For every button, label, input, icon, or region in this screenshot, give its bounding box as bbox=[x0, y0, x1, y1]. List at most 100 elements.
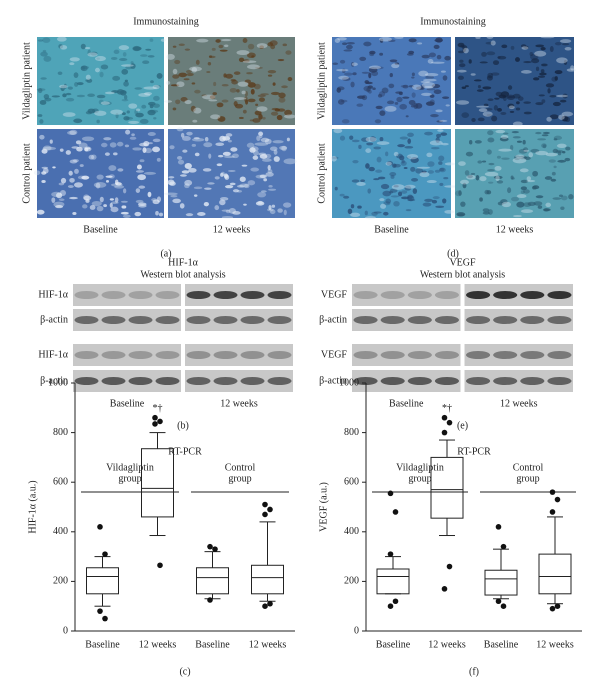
cell bbox=[471, 117, 476, 122]
cell bbox=[202, 168, 212, 172]
cell bbox=[368, 72, 372, 79]
cell bbox=[273, 156, 280, 162]
cell bbox=[408, 100, 416, 106]
cell bbox=[432, 196, 440, 200]
cell bbox=[254, 66, 263, 69]
cell bbox=[535, 195, 544, 199]
cell bbox=[39, 119, 44, 124]
y-tick-label: 0 bbox=[63, 625, 68, 636]
cell bbox=[502, 95, 507, 102]
cell bbox=[360, 179, 365, 183]
cell bbox=[278, 92, 286, 99]
row-label: Control patient bbox=[316, 143, 327, 203]
cell bbox=[350, 204, 355, 209]
cell bbox=[137, 174, 146, 181]
tissue-light bbox=[365, 136, 377, 142]
cell bbox=[367, 85, 373, 89]
cell bbox=[512, 93, 521, 99]
tissue-light bbox=[220, 38, 232, 42]
cell bbox=[464, 85, 469, 88]
x-tick-label: 12 weeks bbox=[139, 639, 177, 650]
micrograph bbox=[332, 37, 451, 125]
cell bbox=[203, 202, 209, 207]
cell bbox=[523, 147, 529, 153]
cell bbox=[60, 177, 67, 184]
cell bbox=[105, 180, 110, 183]
cell bbox=[496, 155, 501, 159]
cell bbox=[468, 140, 473, 145]
cell bbox=[267, 69, 277, 74]
cell bbox=[458, 190, 462, 196]
tissue-light bbox=[520, 70, 532, 74]
cell bbox=[100, 142, 108, 148]
cell bbox=[169, 181, 176, 186]
cell bbox=[135, 188, 141, 193]
tissue-light bbox=[498, 148, 513, 152]
cell bbox=[552, 197, 562, 200]
tissue-light bbox=[486, 35, 494, 39]
tissue-light bbox=[138, 93, 151, 97]
cell bbox=[538, 94, 545, 97]
cell bbox=[96, 94, 106, 99]
group-label: group bbox=[408, 473, 431, 484]
cell bbox=[96, 205, 104, 212]
tissue-light bbox=[67, 130, 77, 135]
cell bbox=[152, 146, 161, 153]
tissue-light bbox=[478, 108, 488, 113]
cell bbox=[87, 93, 95, 98]
cell bbox=[185, 213, 194, 217]
cell bbox=[537, 138, 547, 141]
cell bbox=[284, 109, 293, 116]
cell bbox=[524, 45, 529, 50]
cell bbox=[123, 81, 129, 87]
cell bbox=[130, 63, 136, 69]
cell bbox=[178, 72, 187, 78]
cell bbox=[411, 177, 419, 182]
outlier bbox=[102, 551, 108, 557]
tissue-light bbox=[423, 86, 434, 89]
tissue-light bbox=[418, 70, 429, 77]
cell bbox=[485, 107, 493, 111]
band bbox=[407, 316, 432, 324]
cell bbox=[399, 103, 407, 110]
cell bbox=[397, 191, 403, 197]
cell bbox=[381, 87, 389, 94]
cell bbox=[357, 95, 366, 99]
cell bbox=[416, 86, 424, 90]
cell bbox=[242, 37, 248, 43]
cell bbox=[373, 178, 380, 181]
cell bbox=[121, 112, 126, 116]
cell bbox=[69, 196, 78, 200]
tissue-light bbox=[177, 159, 185, 165]
cell bbox=[486, 149, 492, 155]
band bbox=[128, 291, 153, 299]
cell bbox=[510, 144, 514, 151]
cell bbox=[214, 176, 220, 180]
tissue-light bbox=[482, 111, 493, 117]
cell bbox=[530, 53, 539, 60]
tissue-light bbox=[114, 185, 125, 189]
cell bbox=[375, 105, 383, 110]
cell bbox=[279, 145, 288, 150]
cell bbox=[523, 156, 531, 160]
cell bbox=[337, 99, 345, 105]
tissue-light bbox=[143, 171, 157, 175]
box bbox=[196, 567, 229, 595]
cell bbox=[147, 142, 153, 145]
cell bbox=[103, 101, 112, 106]
tissue-light bbox=[333, 128, 343, 134]
outlier bbox=[157, 562, 163, 569]
band bbox=[240, 291, 265, 299]
outlier bbox=[102, 615, 108, 622]
cell bbox=[258, 131, 264, 136]
tissue-light bbox=[495, 129, 506, 134]
cell bbox=[158, 212, 164, 217]
tissue-light bbox=[528, 152, 534, 158]
tissue-light bbox=[426, 180, 437, 184]
cell bbox=[507, 187, 512, 194]
cell bbox=[494, 97, 500, 100]
cell bbox=[497, 55, 507, 60]
blot-strip bbox=[185, 344, 293, 366]
blot-strip bbox=[352, 284, 461, 306]
band bbox=[520, 377, 545, 385]
